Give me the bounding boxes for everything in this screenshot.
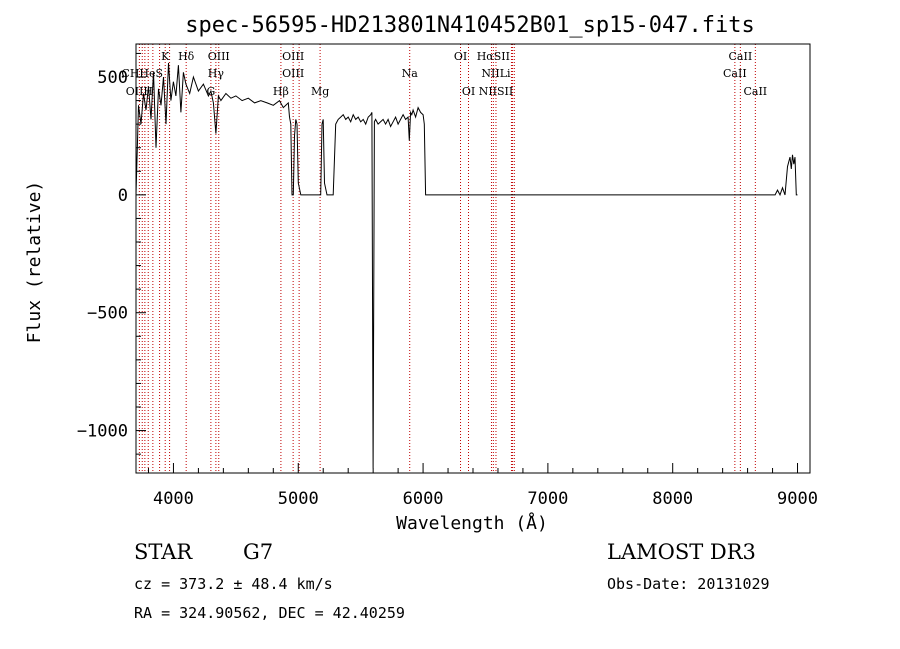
x-tick-label: 5000: [278, 489, 319, 509]
line-label: Hδ: [178, 50, 195, 63]
line-label: CaII: [723, 67, 747, 80]
line-markers: [138, 44, 756, 473]
line-label: Hβ: [273, 85, 289, 98]
x-axis: 4000 5000 6000 7000 8000 9000: [147, 463, 818, 509]
line-label: NIILi: [481, 67, 511, 80]
x-tick-label: 6000: [403, 489, 444, 509]
y-tick-label: 0: [118, 186, 128, 206]
x-tick-label: 8000: [652, 489, 693, 509]
line-label: Na: [402, 67, 419, 80]
line-label: OIIH: [126, 85, 153, 98]
line-label: OI: [454, 50, 467, 63]
line-label: CaII: [729, 50, 753, 63]
object-class: STAR: [134, 540, 193, 564]
y-axis: −1000 −500 0 500: [77, 52, 146, 455]
x-tick-label: 7000: [527, 489, 568, 509]
line-label: OIII: [282, 67, 304, 80]
spectrum-line: [135, 62, 798, 469]
redshift-cz: cz = 373.2 ± 48.4 km/s: [134, 575, 333, 593]
line-label: OIII: [282, 50, 304, 63]
y-axis-label: Flux (relative): [24, 181, 45, 344]
line-label: CHHeS: [121, 67, 163, 80]
y-tick-label: 500: [97, 68, 128, 88]
coordinates: RA = 324.90562, DEC = 42.40259: [134, 604, 405, 622]
survey-name: LAMOST DR3: [607, 540, 756, 564]
y-tick-label: −1000: [77, 422, 128, 442]
line-label: OIII: [208, 50, 230, 63]
line-label: HαSII: [477, 50, 510, 63]
line-label: Hγ: [208, 67, 225, 80]
line-labels: Hδ K OIII OIII OI HαSII CaII CHHeS Hγ OIII Na NIILi…: [121, 50, 767, 98]
y-tick-label: −500: [87, 304, 128, 324]
x-tick-label: 9000: [777, 489, 818, 509]
line-label: CaII: [743, 85, 767, 98]
line-label: OI: [462, 85, 475, 98]
plot-frame: [135, 43, 811, 474]
x-tick-label: 4000: [153, 489, 194, 509]
line-label: NIISII: [479, 85, 514, 98]
chart-title: spec-56595-HD213801N410452B01_sp15-047.f…: [185, 13, 755, 38]
line-label: K: [161, 50, 170, 63]
line-label: Mg: [311, 85, 329, 98]
observation-date: Obs-Date: 20131029: [607, 575, 770, 593]
object-subclass: G7: [243, 540, 274, 564]
x-axis-label: Wavelength (Å): [396, 512, 548, 534]
